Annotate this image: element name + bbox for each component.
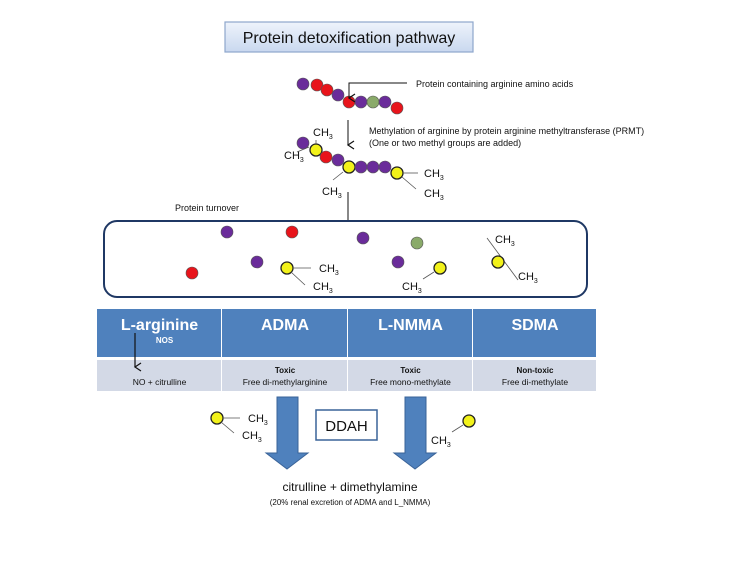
- product-label: citrulline + dimethylamine: [282, 480, 417, 494]
- amino-acid-bead: [331, 153, 345, 167]
- toxicity-label: Non-toxic: [517, 366, 554, 375]
- description-label: Free di-methylarginine: [243, 377, 328, 387]
- description-label: Free di-methylate: [502, 377, 568, 387]
- bond-line: [220, 421, 235, 434]
- lnmma-ddah-arrow: [392, 396, 438, 470]
- table-body-cell: [473, 360, 596, 391]
- methyl-label: CH3: [313, 281, 333, 295]
- amino-acid-bead: [354, 95, 368, 109]
- methylation-label: Methylation of arginine by protein argin…: [369, 126, 644, 136]
- adma-ddah-arrow: [264, 396, 310, 470]
- turnover-box: [103, 220, 588, 298]
- table-body-cell: [348, 360, 472, 391]
- methyl-label: CH3: [518, 271, 538, 285]
- methyl-label: CH3: [495, 234, 515, 248]
- amino-acid-bead: [310, 78, 324, 92]
- amino-acid-bead: [378, 160, 392, 174]
- column-header: L-arginine: [121, 317, 198, 334]
- column-header: ADMA: [261, 317, 309, 334]
- amino-acid-bead: [390, 166, 404, 180]
- methyl-label: CH3: [284, 150, 304, 164]
- amino-acid-bead: [491, 255, 505, 269]
- amino-acid-bead: [320, 83, 334, 97]
- methyl-label: CH3: [313, 127, 333, 141]
- methyl-label: CH3: [402, 281, 422, 295]
- amino-acid-bead: [390, 101, 404, 115]
- amino-acid-bead: [331, 88, 345, 102]
- amino-acid-bead: [410, 236, 424, 250]
- ddah-label: DDAH: [325, 418, 368, 435]
- table-header-cell: [348, 309, 472, 357]
- ddah-box: DDAH: [315, 409, 378, 441]
- amino-acid-bead: [250, 255, 264, 269]
- table-body-cell: [97, 360, 221, 391]
- methyl-label: CH3: [319, 263, 339, 277]
- methylation-note: (One or two methyl groups are added): [369, 138, 521, 148]
- methyl-label: CH3: [248, 413, 268, 427]
- amino-acid-bead: [433, 261, 447, 275]
- methyl-label: CH3: [431, 435, 451, 449]
- methyl-label: CH3: [242, 430, 262, 444]
- description-label: NO + citrulline: [133, 377, 187, 387]
- amino-acid-bead: [366, 160, 380, 174]
- turnover-label: Protein turnover: [175, 203, 239, 213]
- free-amino-acids: CH3 CH3 CH3 CH3 CH3: [185, 225, 538, 295]
- bond-line: [422, 271, 435, 280]
- methyl-label: CH3: [322, 186, 342, 200]
- diagram-title: Protein detoxification pathway: [243, 30, 456, 47]
- table-body-cell: [222, 360, 347, 391]
- bond-line: [296, 146, 310, 153]
- amino-acid-bead: [296, 77, 310, 91]
- methyl-label: CH3: [424, 188, 444, 202]
- amino-acid-bead: [220, 225, 234, 239]
- methyl-label: CH3: [424, 168, 444, 182]
- table-header-cell: [97, 309, 221, 357]
- title-box: Protein detoxification pathway: [224, 21, 474, 53]
- amino-acid-bead: [309, 143, 323, 157]
- amino-acid-bead: [319, 150, 333, 164]
- amino-acid-bead: [391, 255, 405, 269]
- bond-line: [290, 271, 306, 286]
- protein-chain: [296, 77, 404, 115]
- amino-acid-bead: [296, 136, 310, 150]
- toxicity-label: Toxic: [400, 366, 421, 375]
- cleaved-methyl-groups: CH3 CH3 CH3: [210, 411, 476, 449]
- table-header-cell: [473, 309, 596, 357]
- amino-acid-bead: [378, 95, 392, 109]
- column-subheader: NOS: [156, 336, 174, 345]
- amino-acid-bead: [462, 414, 476, 428]
- amino-acid-bead: [354, 160, 368, 174]
- amino-acid-bead: [366, 95, 380, 109]
- pointer-arrow: [347, 82, 407, 103]
- amino-acid-bead: [185, 266, 199, 280]
- table-header-cell: [222, 309, 347, 357]
- bond-line: [451, 424, 464, 433]
- column-header: L-NMMA: [378, 317, 443, 334]
- bond-line: [401, 176, 417, 190]
- protein-label: Protein containing arginine amino acids: [416, 79, 574, 89]
- toxicity-label: Toxic: [275, 366, 296, 375]
- metabolite-table: L-arginine NOS NO + citrulline ADMA Toxic Fre…: [97, 309, 596, 391]
- amino-acid-bead: [285, 225, 299, 239]
- amino-acid-bead: [356, 231, 370, 245]
- column-header: SDMA: [511, 317, 559, 334]
- product-note: (20% renal excretion of ADMA and L_NMMA): [270, 498, 431, 507]
- amino-acid-bead: [342, 160, 356, 174]
- description-label: Free mono-methylate: [370, 377, 451, 387]
- methyl-groups: CH3 CH3 CH3 CH3 CH3: [284, 127, 444, 202]
- bond-line: [332, 171, 344, 181]
